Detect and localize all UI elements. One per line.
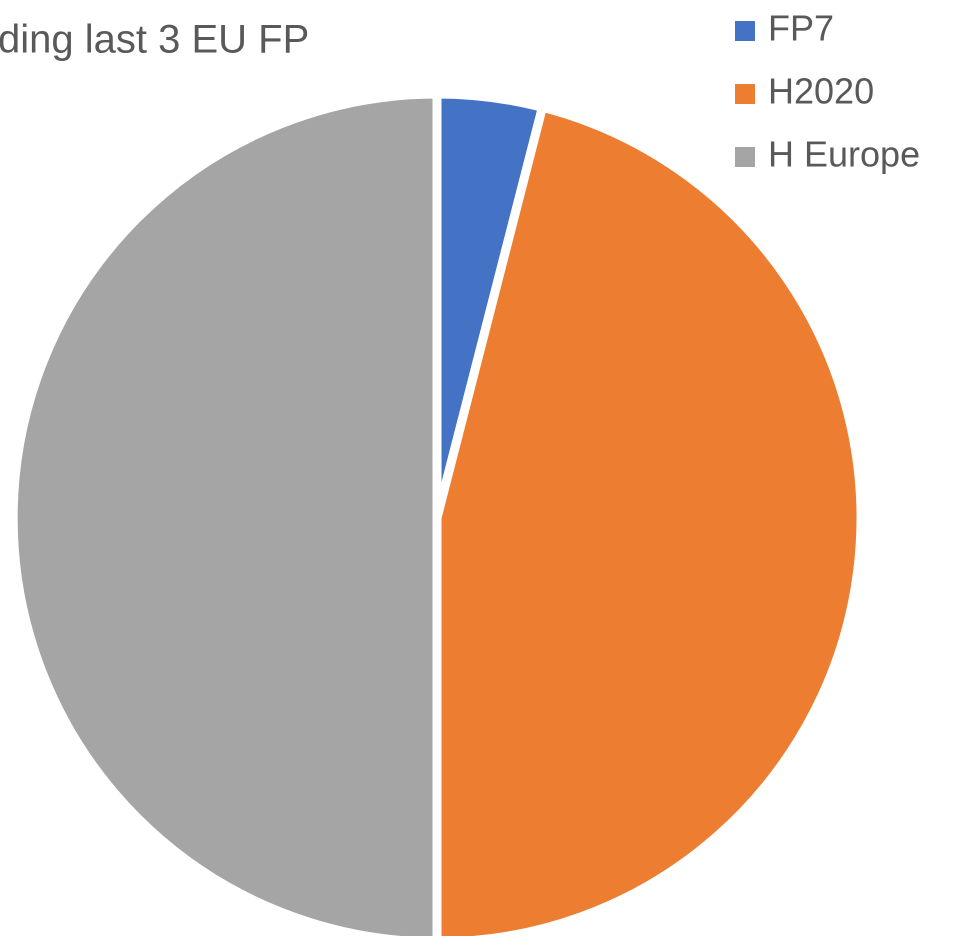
legend-swatch <box>735 147 755 167</box>
legend-label: H Europe <box>768 134 920 175</box>
chart-title: ding last 3 EU FP <box>0 18 309 62</box>
legend-swatch <box>735 84 755 104</box>
legend-label: H2020 <box>768 71 874 112</box>
pie-slice <box>432 102 866 936</box>
legend-swatch <box>735 21 755 41</box>
legend-label: FP7 <box>768 8 834 49</box>
pie-slice <box>8 89 442 936</box>
